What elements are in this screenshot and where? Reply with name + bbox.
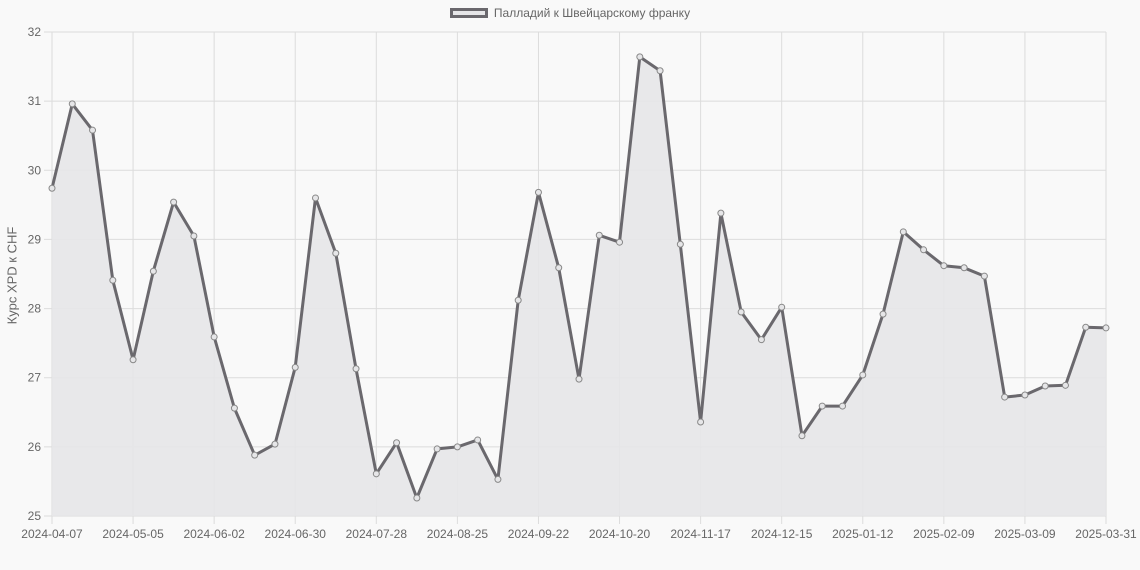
- data-point[interactable]: [230, 404, 238, 412]
- data-point[interactable]: [575, 375, 583, 383]
- legend-swatch: [449, 8, 488, 18]
- y-tick-label: 27: [28, 371, 42, 385]
- data-point[interactable]: [494, 475, 502, 483]
- data-point[interactable]: [190, 232, 198, 240]
- data-point[interactable]: [960, 264, 968, 272]
- data-point[interactable]: [312, 194, 319, 202]
- data-point[interactable]: [899, 228, 907, 236]
- data-point[interactable]: [514, 296, 522, 304]
- data-point[interactable]: [1061, 381, 1069, 389]
- data-point[interactable]: [89, 126, 97, 134]
- x-tick-label: 2024-08-25: [427, 527, 489, 541]
- y-tick-label: 30: [28, 163, 42, 177]
- x-tick-label: 2025-03-09: [994, 527, 1056, 541]
- y-tick-label: 26: [28, 440, 42, 454]
- data-point[interactable]: [616, 238, 624, 246]
- data-point[interactable]: [636, 53, 644, 61]
- y-tick-label: 31: [28, 94, 42, 108]
- x-tick-label: 2024-05-05: [102, 527, 164, 541]
- x-axis-ticks: 2024-04-07 2024-05-05 2024-06-02 2024-06-30…: [21, 527, 1137, 541]
- data-point[interactable]: [149, 267, 157, 275]
- data-point[interactable]: [453, 443, 461, 451]
- data-point[interactable]: [251, 451, 259, 459]
- data-point[interactable]: [555, 264, 563, 272]
- x-tick-label: 2024-10-20: [589, 527, 651, 541]
- y-tick-label: 28: [28, 302, 42, 316]
- data-point[interactable]: [393, 439, 401, 447]
- data-point[interactable]: [210, 333, 218, 341]
- data-point[interactable]: [68, 100, 76, 108]
- data-point[interactable]: [697, 418, 705, 426]
- y-tick-label: 25: [28, 509, 42, 523]
- y-axis-ticks: 25 26 27 28 29 30 31 32: [28, 25, 42, 523]
- y-tick-label: 29: [28, 232, 42, 246]
- data-point[interactable]: [940, 262, 948, 270]
- data-point[interactable]: [1001, 393, 1009, 401]
- data-point[interactable]: [839, 402, 846, 410]
- data-point[interactable]: [413, 494, 421, 502]
- x-tick-label: 2025-02-09: [913, 527, 975, 541]
- data-point[interactable]: [818, 402, 826, 410]
- data-point[interactable]: [170, 198, 178, 206]
- x-tick-label: 2024-06-30: [265, 527, 327, 541]
- data-point[interactable]: [48, 184, 56, 192]
- data-point[interactable]: [778, 303, 786, 311]
- data-point[interactable]: [1021, 391, 1029, 399]
- x-tick-label: 2025-01-12: [832, 527, 894, 541]
- data-point[interactable]: [920, 246, 928, 254]
- data-point[interactable]: [1102, 324, 1110, 332]
- data-point[interactable]: [291, 363, 299, 371]
- legend-label: Палладий к Швейцарскому франку: [493, 6, 691, 20]
- data-point[interactable]: [129, 356, 137, 364]
- data-point[interactable]: [534, 188, 542, 196]
- data-point[interactable]: [879, 310, 887, 318]
- data-point[interactable]: [433, 445, 441, 453]
- data-point[interactable]: [1082, 323, 1090, 331]
- data-point[interactable]: [859, 371, 867, 379]
- data-point[interactable]: [676, 240, 684, 248]
- data-points: [48, 53, 1110, 502]
- x-tick-label: 2024-07-28: [346, 527, 408, 541]
- x-tick-label: 2024-11-17: [670, 527, 731, 541]
- data-point[interactable]: [372, 470, 380, 478]
- series-area-fill: [52, 56, 1106, 517]
- data-point[interactable]: [717, 209, 725, 217]
- data-point[interactable]: [798, 432, 806, 440]
- data-point[interactable]: [656, 67, 664, 75]
- data-point[interactable]: [109, 276, 117, 284]
- x-tick-label: 2024-09-22: [508, 527, 570, 541]
- data-point[interactable]: [737, 308, 745, 316]
- y-tick-label: 32: [28, 25, 42, 39]
- x-tick-label: 2024-04-07: [21, 527, 83, 541]
- data-point[interactable]: [1041, 382, 1049, 390]
- data-point[interactable]: [352, 365, 360, 373]
- data-point[interactable]: [595, 231, 603, 239]
- x-tick-label: 2024-06-02: [183, 527, 245, 541]
- x-tick-label: 2025-03-31: [1075, 527, 1137, 541]
- data-point[interactable]: [332, 249, 340, 257]
- chart-legend[interactable]: Палладий к Швейцарскому франку: [0, 6, 1140, 20]
- data-point[interactable]: [271, 440, 279, 448]
- data-point[interactable]: [757, 336, 765, 344]
- x-tick-label: 2024-12-15: [751, 527, 813, 541]
- data-point[interactable]: [980, 272, 988, 280]
- data-point[interactable]: [474, 436, 482, 444]
